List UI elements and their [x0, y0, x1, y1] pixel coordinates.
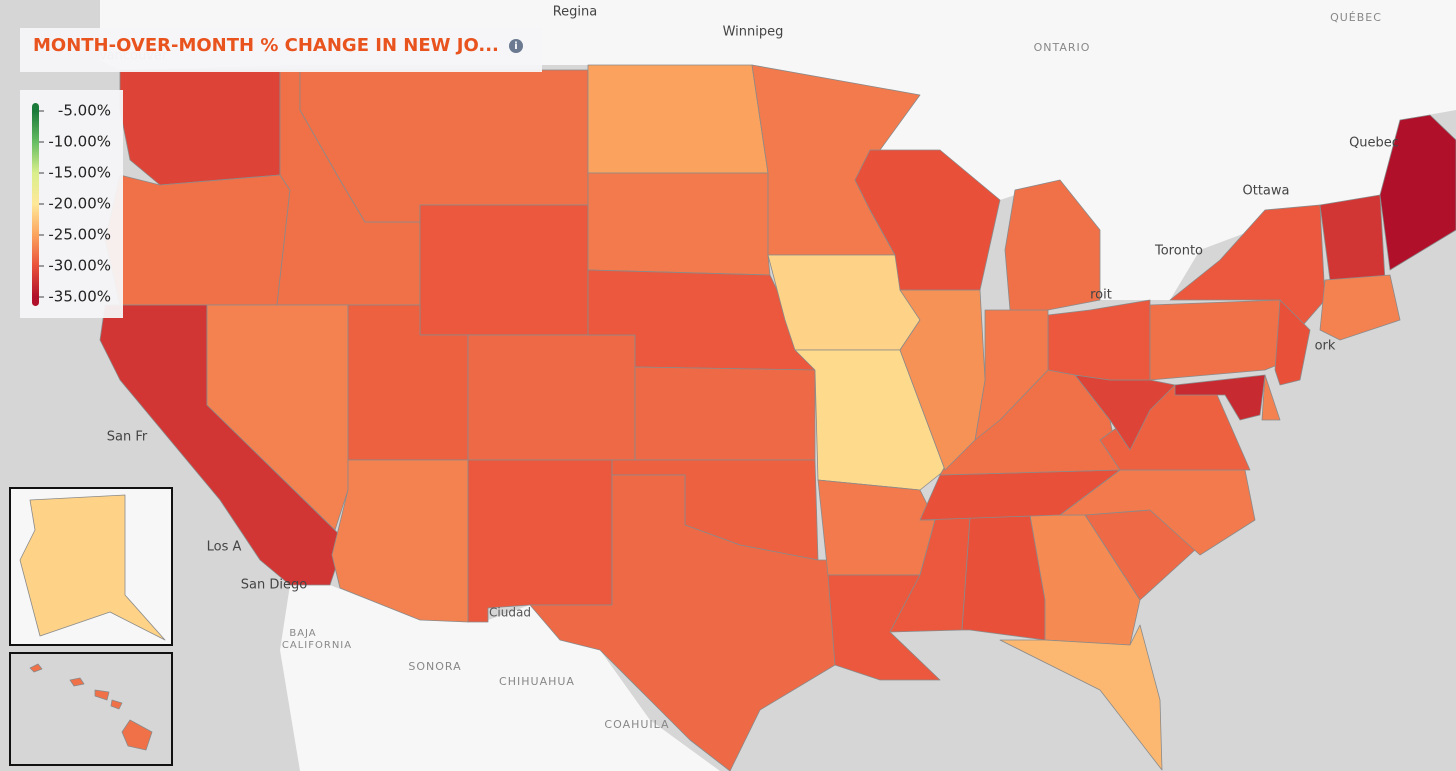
legend-ticks: -5.00% -10.00% -15.00% -20.00% -25.00% -30.00… — [39, 102, 111, 306]
place-label: Los A — [207, 540, 242, 555]
place-label: Winnipeg — [723, 25, 784, 40]
place-label: BAJA — [289, 628, 316, 639]
place-label: roit — [1090, 288, 1112, 303]
place-label: Ottawa — [1243, 184, 1290, 199]
legend-tick-label: -5.00% — [58, 102, 111, 120]
place-label: Ciudad — [489, 606, 531, 620]
place-label: SONORA — [408, 660, 461, 673]
place-label: CHIHUAHUA — [499, 675, 575, 688]
place-label: Regina — [553, 5, 598, 20]
state-region — [587, 172, 771, 276]
state-region — [1261, 374, 1281, 421]
state-region — [467, 459, 613, 623]
place-label: ONTARIO — [1034, 41, 1091, 54]
state-region — [1004, 179, 1101, 311]
state-region — [119, 69, 281, 186]
title-bar — [20, 28, 542, 72]
state-region — [1047, 299, 1151, 381]
state-region — [854, 149, 1001, 291]
legend-colorbar — [32, 103, 39, 306]
state-region — [19, 494, 166, 641]
place-label: Toronto — [1154, 244, 1203, 259]
legend-tick-label: -15.00% — [48, 164, 111, 182]
legend-tick-label: -35.00% — [48, 288, 111, 306]
regions — [99, 64, 1456, 771]
state-region — [961, 514, 1046, 641]
map-title: MONTH-OVER-MONTH % CHANGE IN NEW JO... — [33, 35, 499, 56]
legend-tick-label: -25.00% — [48, 226, 111, 244]
state-region — [1149, 299, 1291, 381]
state-region — [1319, 194, 1386, 281]
state-region — [634, 366, 816, 461]
state-region — [29, 663, 153, 751]
info-icon[interactable] — [509, 39, 523, 53]
state-region — [1379, 114, 1456, 271]
state-region — [817, 479, 936, 576]
state-region — [1274, 299, 1311, 386]
mexico-land — [280, 585, 720, 771]
map-labels: ReginaWinnipegVancouverONTARIOQUÉBECQueb… — [99, 5, 1399, 732]
place-label: CALIFORNIA — [282, 640, 352, 651]
place-label: QUÉBEC — [1330, 11, 1382, 24]
state-region — [467, 334, 636, 461]
state-region — [587, 64, 769, 174]
legend-tick-label: -20.00% — [48, 195, 111, 213]
place-label: ork — [1315, 339, 1336, 354]
state-region — [999, 624, 1163, 771]
info-icon-glyph: i — [514, 41, 517, 52]
place-label: COAHUILA — [604, 718, 669, 731]
legend-tick-label: -10.00% — [48, 133, 111, 151]
inset-regions — [19, 494, 166, 751]
state-region — [899, 289, 986, 471]
place-label: San Diego — [241, 578, 307, 593]
state-region — [104, 174, 291, 306]
state-region — [206, 304, 349, 531]
state-region — [419, 204, 589, 336]
canada-land — [100, 0, 1456, 300]
state-region — [529, 474, 836, 771]
place-label: Quebec — [1349, 136, 1399, 151]
legend-tick-label: -30.00% — [48, 257, 111, 275]
state-region — [1319, 274, 1401, 341]
place-label: San Fr — [107, 430, 148, 445]
